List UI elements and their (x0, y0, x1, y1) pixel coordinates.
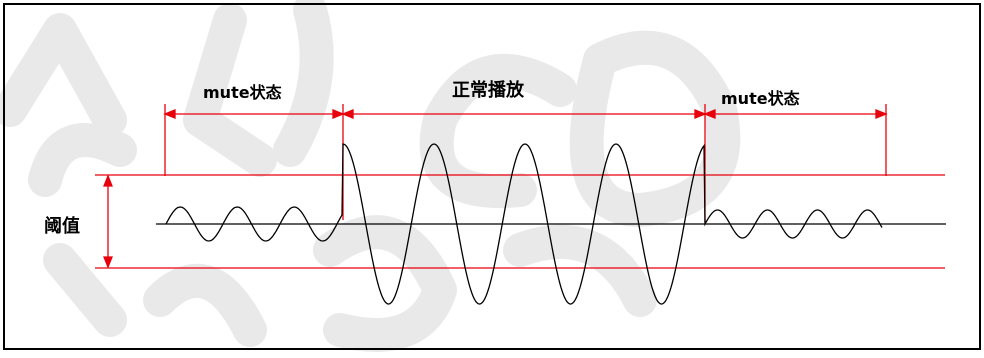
watermark-strokes (0, 0, 741, 352)
threshold-band (95, 174, 945, 269)
mute-left-label: mute状态 (203, 83, 282, 102)
segment-markers (163, 104, 888, 222)
threshold-label: 阈值 (44, 215, 80, 237)
frame (3, 3, 981, 350)
mute-right-label: mute状态 (721, 89, 800, 108)
normal-play-label: 正常播放 (452, 79, 525, 101)
audio-waveform (165, 143, 883, 305)
